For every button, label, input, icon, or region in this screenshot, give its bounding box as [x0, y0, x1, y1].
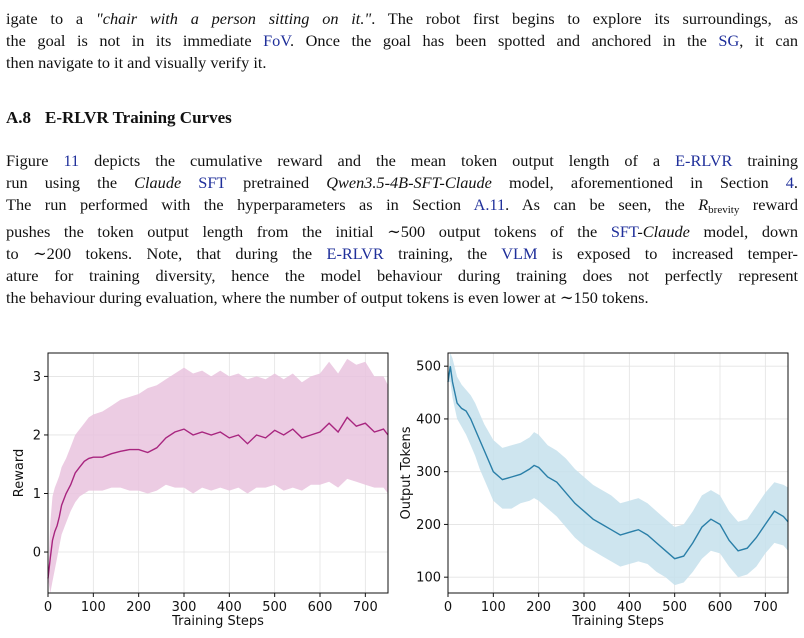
section-ref-link[interactable]: 4	[785, 173, 794, 192]
reward-x-axis-label: Training Steps	[171, 614, 264, 629]
body-text: to ∼200 tokens. Note, that during the	[6, 244, 327, 263]
section-title: E-RLVR Training Curves	[45, 108, 232, 127]
reward-y-tick-label: 2	[33, 428, 41, 443]
body-text: is exposed to increased temper-	[537, 244, 798, 263]
reward-mean-line	[47, 416, 389, 579]
tokens-x-tick-label: 300	[572, 600, 597, 615]
tokens-chart: 0 100 200 300 400 500 600 700 100 200 300 400 500 Tra…	[399, 345, 802, 638]
tokens-x-tick-label: 400	[617, 600, 642, 615]
sft-link[interactable]: SFT	[198, 173, 227, 192]
reward-x-tick-label: 400	[217, 600, 242, 615]
figure-ref-link[interactable]: 11	[63, 151, 80, 170]
body-text: pretrained	[226, 173, 327, 192]
intro-text: then navigate to it and visually verify …	[6, 53, 267, 72]
erlvr-link[interactable]: E-RLVR	[675, 151, 733, 170]
reward-x-tick-label: 300	[172, 600, 197, 615]
body-text: pushes the token output length from the …	[6, 222, 611, 241]
reward-y-tick-label: 0	[33, 546, 41, 561]
reward-chart: 0 100 200 300 400 500 600 700 0 1 2 3 Training Steps…	[0, 345, 400, 638]
reward-x-tick-label: 500	[262, 600, 287, 615]
reward-y-axis-label: Reward	[12, 449, 27, 497]
body-text: ature for training diversity, hence the …	[6, 266, 798, 285]
reward-x-tick-label: 0	[44, 600, 52, 615]
section-heading: A.8 E-RLVR Training Curves	[6, 108, 246, 128]
intro-text: the goal is not in its immediate	[6, 31, 264, 50]
body-text: reward	[739, 195, 799, 214]
quote-text: "chair with a person sitting on it."	[95, 9, 372, 28]
tokens-chart-svg: 0 100 200 300 400 500 600 700100200300400500Tra…	[399, 352, 789, 629]
body-text: run using the	[6, 173, 135, 192]
section-ref-link[interactable]: A.11	[473, 195, 506, 214]
intro-text: , it can	[739, 31, 799, 50]
tokens-y-tick-label: 300	[416, 465, 441, 480]
body-text: Figure	[6, 151, 64, 170]
model-name: Qwen3.5-4B-SFT-Claude	[326, 173, 492, 192]
sft-link[interactable]: SFT	[610, 222, 638, 241]
tokens-y-axis-label: Output Tokens	[399, 426, 414, 519]
sg-link[interactable]: SG	[718, 31, 740, 50]
reward-y-tick-label: 1	[33, 487, 41, 502]
tokens-y-tick-label: 400	[416, 412, 441, 427]
vlm-link[interactable]: VLM	[501, 244, 538, 263]
intro-text: igate to a	[6, 9, 96, 28]
tokens-x-tick-label: 600	[708, 600, 733, 615]
intro-text: . The robot first begins to explore its …	[371, 9, 798, 28]
tokens-y-tick-label: 500	[416, 360, 441, 375]
reward-std-band	[48, 358, 388, 593]
reward-x-tick-label: 600	[308, 600, 333, 615]
tokens-x-tick-label: 0	[444, 600, 452, 615]
body-text: training, the	[383, 244, 502, 263]
body-text: depicts the cumulative reward and the me…	[79, 151, 676, 170]
reward-axes-frame	[47, 352, 389, 594]
tokens-x-tick-label: 700	[753, 600, 778, 615]
reward-x-tick-label: 200	[126, 600, 151, 615]
intro-text: . Once the goal has been spotted and anc…	[289, 31, 719, 50]
reward-y-tick-label: 3	[33, 370, 41, 385]
reward-x-tick-label: 100	[81, 600, 106, 615]
tokens-y-tick-label: 100	[416, 571, 441, 586]
claude-text: Claude	[134, 173, 182, 192]
claude-text: Claude	[642, 222, 690, 241]
body-text: training	[732, 151, 798, 170]
body-text: the behaviour during evaluation, where t…	[6, 288, 649, 307]
tokens-x-tick-label: 200	[526, 600, 551, 615]
body-text: -	[637, 222, 643, 241]
body-paragraph: Figure 11 depicts the cumulative reward …	[6, 150, 798, 309]
intro-paragraph: igate to a "chair with a person sitting …	[6, 8, 798, 74]
tokens-mean-line	[447, 366, 789, 560]
fov-link[interactable]: FoV	[263, 31, 290, 50]
math-r: R	[698, 195, 709, 214]
tokens-x-tick-label: 500	[662, 600, 687, 615]
erlvr-link[interactable]: E-RLVR	[326, 244, 384, 263]
tokens-x-tick-label: 100	[481, 600, 506, 615]
tokens-std-band	[448, 353, 788, 586]
reward-x-tick-label: 700	[353, 600, 378, 615]
tokens-axes-frame	[447, 352, 789, 594]
body-text: model, aforementioned in Section	[491, 173, 786, 192]
reward-chart-svg: 0 100 200 300 400 500 600 700 0 1 2 3 Training Steps…	[12, 352, 389, 629]
body-text: The run performed with the hyperparamete…	[6, 195, 474, 214]
section-number: A.8	[6, 108, 32, 127]
body-text: . As can be seen, the	[505, 195, 699, 214]
body-text: model, down	[689, 222, 798, 241]
tokens-y-tick-label: 200	[416, 518, 441, 533]
body-text: .	[793, 173, 798, 192]
tokens-x-axis-label: Training Steps	[571, 614, 664, 629]
math-subscript: brevity	[708, 204, 740, 216]
